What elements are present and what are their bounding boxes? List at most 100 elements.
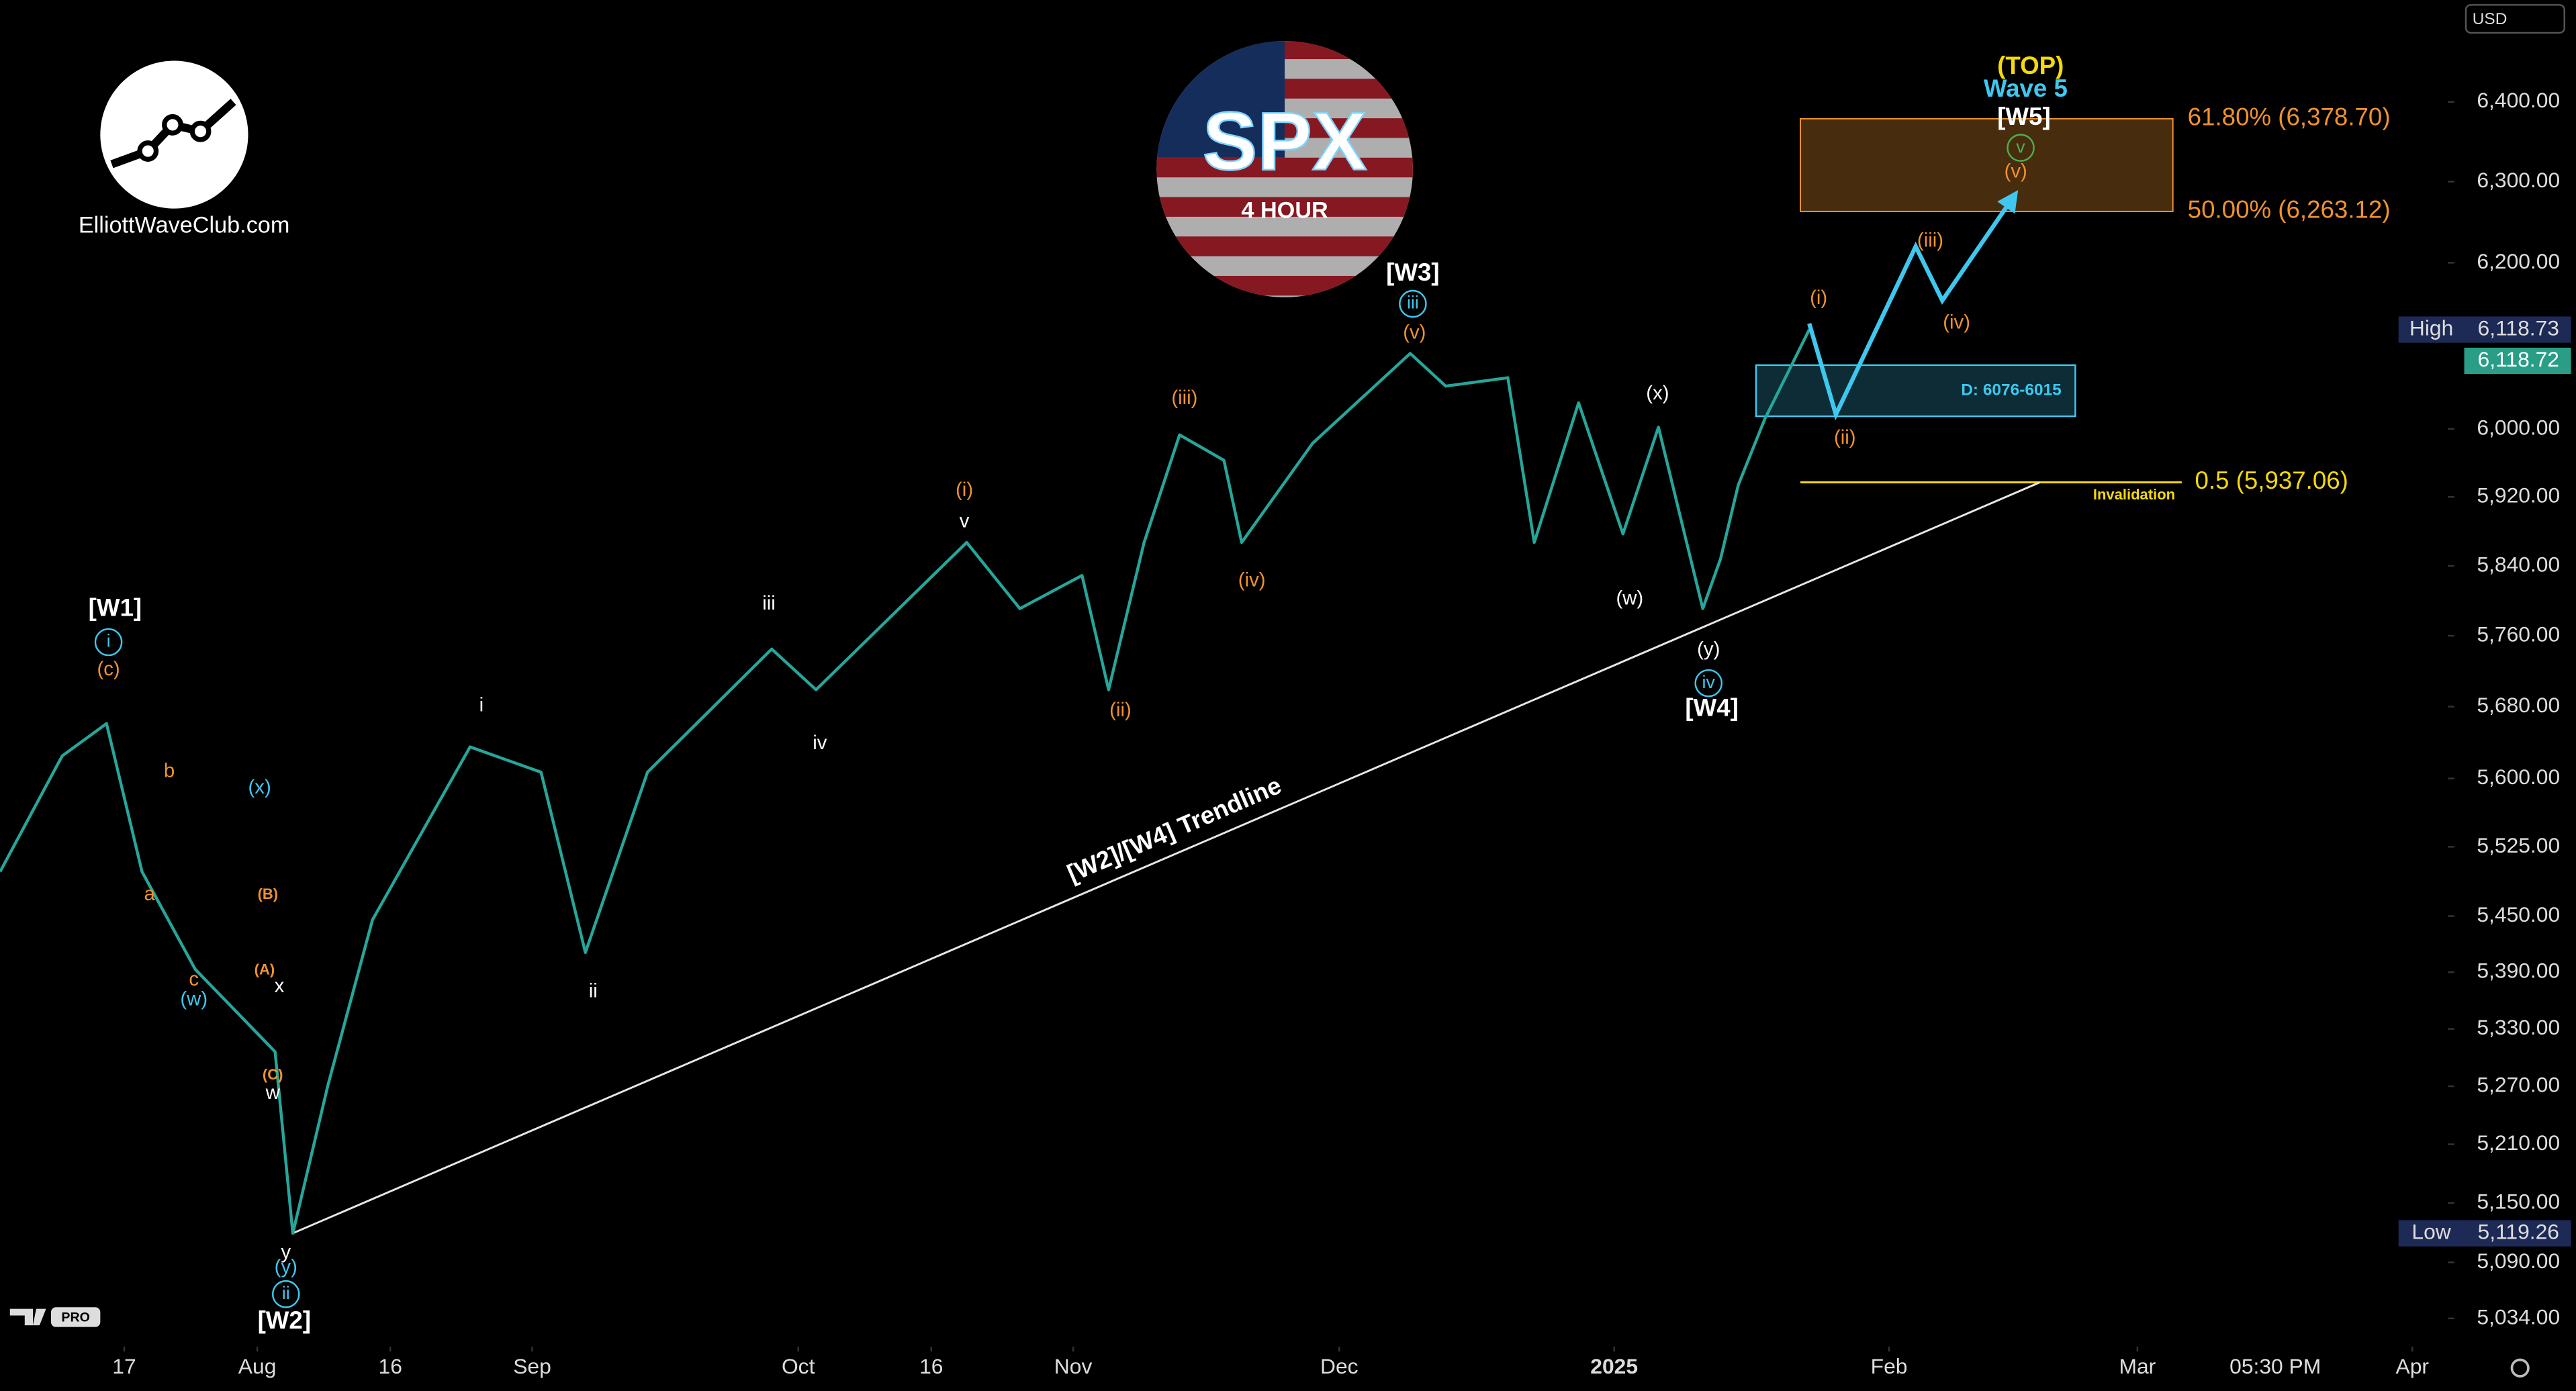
x-tick-label: Mar	[2119, 1354, 2156, 1378]
spx-logo	[1156, 41, 1413, 297]
last-price-box	[2464, 347, 2571, 375]
wave-label: [W2]	[258, 1306, 311, 1334]
wave-label: (iv)	[1238, 569, 1266, 591]
currency-box	[2465, 4, 2565, 34]
wave-label: iii	[762, 592, 776, 614]
y-tick-label: 5,680.00	[2477, 693, 2560, 717]
wave-label: ii	[282, 1283, 290, 1303]
y-tick-label: 5,330.00	[2477, 1015, 2560, 1039]
invalidation-label: Invalidation	[2093, 486, 2175, 503]
wave-label: c	[189, 968, 199, 990]
wave-label: ii	[589, 979, 598, 1002]
wave-label: (v)	[2005, 160, 2027, 183]
fib-label: 50.00% (6,263.12)	[2188, 196, 2391, 224]
low-label-box	[2398, 1220, 2465, 1247]
price-line	[0, 328, 1811, 1235]
wave-label: (iii)	[1171, 387, 1197, 409]
x-tick-label: Sep	[513, 1354, 551, 1378]
wave-circle	[94, 628, 123, 657]
x-tick-label: Apr	[2396, 1354, 2430, 1378]
wave-label: (x)	[248, 776, 271, 798]
last-price: 6,118.72	[2478, 347, 2559, 371]
wave-label: y	[281, 1241, 291, 1263]
wave-label: i	[107, 631, 111, 651]
wave-label: (TOP)	[1997, 52, 2064, 79]
chart-title: SPX	[1203, 95, 1367, 187]
wave-label: (y)	[1697, 638, 1720, 660]
wave-label: v	[960, 510, 970, 532]
wave-circle	[1399, 289, 1427, 318]
y-tick-label: 5,450.00	[2477, 902, 2560, 926]
wave-label: iv	[813, 732, 827, 754]
y-tick-label: 5,525.00	[2477, 833, 2560, 857]
y-tick-label: 5,760.00	[2477, 622, 2560, 646]
y-tick-label: 5,840.00	[2477, 552, 2560, 576]
x-tick-label: Feb	[1871, 1354, 1908, 1378]
wave-label: (ii)	[1109, 699, 1132, 721]
fib-label: 61.80% (6,378.70)	[2188, 103, 2391, 131]
brand-icon	[162, 114, 183, 136]
y-tick-label: 5,210.00	[2477, 1131, 2560, 1155]
currency: USD	[2473, 10, 2508, 28]
y-tick-label: 5,034.00	[2477, 1304, 2560, 1329]
low-label: Low	[2411, 1219, 2451, 1243]
wave-label: a	[144, 883, 156, 905]
x-tick-label: Nov	[1054, 1354, 1093, 1378]
wave-label: iv	[1702, 672, 1716, 692]
wave-label: (w)	[1616, 587, 1643, 610]
wave-label: (i)	[1810, 287, 1827, 309]
low-value-box	[2464, 1220, 2571, 1247]
wave-label: (B)	[258, 885, 279, 902]
wave-label: (v)	[1403, 321, 1426, 343]
fib-zone	[1800, 117, 2174, 212]
invalidation-value: 0.5 (5,937.06)	[2195, 467, 2348, 494]
wave-label: [W4]	[1685, 693, 1738, 721]
brand-icon	[189, 120, 212, 142]
wave-circle	[2007, 134, 2035, 162]
y-tick-label: 6,400.00	[2477, 88, 2560, 112]
wave-label: (C)	[263, 1066, 283, 1083]
y-tick-label: 5,390.00	[2477, 959, 2560, 983]
wave-label: (w)	[180, 988, 208, 1010]
tv-logo	[9, 1308, 46, 1326]
y-tick-label: 6,300.00	[2477, 168, 2560, 192]
badge: PRO	[61, 1310, 89, 1325]
high-value-box	[2464, 316, 2571, 343]
trendline	[292, 481, 2041, 1235]
y-tick-label: 6,200.00	[2477, 249, 2560, 273]
target-label: D: 6076-6015	[1961, 381, 2062, 399]
x-tick-label: Dec	[1320, 1354, 1359, 1378]
x-tick-label: 16	[379, 1354, 402, 1378]
x-tick-label: 2025	[1590, 1354, 1638, 1378]
wave-label: iii	[1407, 293, 1419, 313]
wave-label: v	[2016, 136, 2025, 156]
brand-icon	[137, 140, 159, 162]
y-tick-label: 5,090.00	[2477, 1249, 2560, 1273]
high-value: 6,118.73	[2478, 316, 2559, 340]
y-tick-label: 5,270.00	[2477, 1072, 2560, 1096]
settings-icon[interactable]	[2510, 1358, 2530, 1378]
wave-label: i	[479, 694, 484, 716]
y-tick-label: 5,600.00	[2477, 765, 2560, 789]
wave-label: (iii)	[1917, 229, 1943, 251]
high-label: High	[2409, 316, 2453, 340]
wave-label: x	[275, 975, 285, 997]
wave-label: (ii)	[1834, 426, 1856, 448]
x-tick-label: 17	[112, 1354, 136, 1378]
wave-circle	[271, 1280, 300, 1308]
wave-label: (iv)	[1943, 311, 1970, 334]
y-tick-label: 6,000.00	[2477, 415, 2560, 439]
wave-label: [W3]	[1386, 258, 1439, 286]
wave-label: b	[164, 760, 175, 782]
high-label-box	[2398, 316, 2465, 343]
projection-path	[1807, 190, 2019, 421]
wave-circle	[1694, 669, 1723, 698]
chart-subtitle: 4 HOUR	[1241, 198, 1328, 224]
y-tick-label: 5,150.00	[2477, 1189, 2560, 1213]
wave-label: (c)	[97, 658, 120, 680]
target-zone	[1755, 364, 2076, 418]
wave-label: (y)	[275, 1255, 297, 1278]
